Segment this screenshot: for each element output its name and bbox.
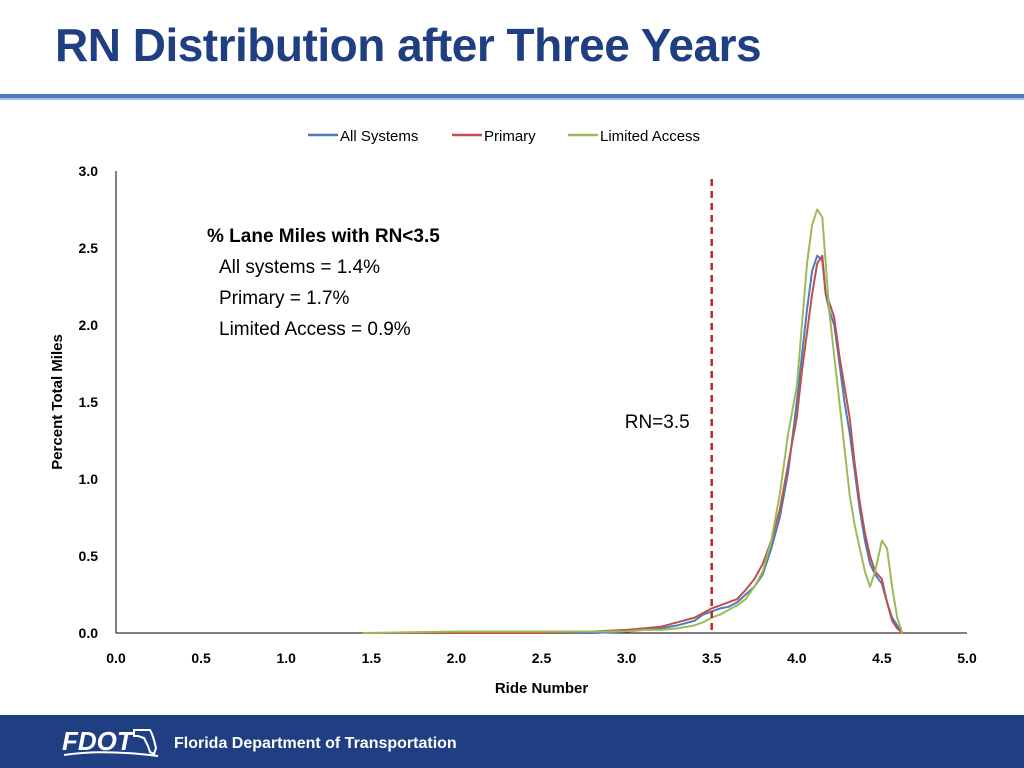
x-tick-label: 3.5 bbox=[702, 650, 722, 666]
x-tick-label: 0.0 bbox=[106, 650, 126, 666]
y-tick-label: 2.5 bbox=[79, 240, 99, 256]
threshold-label: RN=3.5 bbox=[625, 412, 690, 433]
annotation-heading: % Lane Miles with RN<3.5 bbox=[207, 226, 440, 247]
legend-label-0: All Systems bbox=[340, 128, 418, 145]
legend-label-1: Primary bbox=[484, 128, 536, 145]
x-tick-label: 3.0 bbox=[617, 650, 637, 666]
footer-organization-name: Florida Department of Transportation bbox=[174, 735, 457, 752]
annotation-line: Limited Access = 0.9% bbox=[219, 319, 411, 340]
x-tick-label: 4.5 bbox=[872, 650, 892, 666]
logo-swoosh bbox=[63, 751, 159, 757]
rn-distribution-chart: 0.0 0.5 1.0 1.5 2.0 2.5 3.0 0.0 0.5 1.0 1.5 2.0 2.5 3… bbox=[49, 128, 977, 697]
fdot-logo-text: FDOT bbox=[62, 726, 135, 756]
series-line-1 bbox=[362, 254, 903, 634]
y-tick-label: 2.0 bbox=[79, 317, 99, 333]
legend-label-2: Limited Access bbox=[600, 128, 700, 145]
series-line-0 bbox=[362, 254, 904, 634]
annotation-line: All systems = 1.4% bbox=[219, 257, 380, 278]
annotation-line: Primary = 1.7% bbox=[219, 288, 350, 309]
y-tick-label: 1.5 bbox=[79, 394, 99, 410]
x-tick-label: 4.0 bbox=[787, 650, 807, 666]
florida-state-icon bbox=[133, 729, 158, 756]
series-line-2 bbox=[362, 208, 904, 634]
x-tick-label: 1.0 bbox=[276, 650, 296, 666]
y-tick-label: 3.0 bbox=[79, 163, 99, 179]
footer-bar: FDOT Florida Department of Transportatio… bbox=[0, 715, 1024, 768]
y-tick-label: 0.0 bbox=[79, 625, 99, 641]
x-tick-label: 5.0 bbox=[957, 650, 977, 666]
y-axis-title: Percent Total Miles bbox=[49, 334, 66, 470]
title-divider bbox=[0, 94, 1024, 98]
x-tick-label: 2.5 bbox=[532, 650, 552, 666]
y-tick-label: 0.5 bbox=[79, 548, 99, 564]
y-tick-label: 1.0 bbox=[79, 471, 99, 487]
x-axis-title: Ride Number bbox=[495, 680, 589, 697]
x-tick-label: 2.0 bbox=[447, 650, 467, 666]
slide-title: RN Distribution after Three Years bbox=[55, 19, 762, 71]
x-tick-label: 1.5 bbox=[362, 650, 382, 666]
x-tick-label: 0.5 bbox=[191, 650, 211, 666]
fdot-logo: FDOT bbox=[62, 726, 159, 757]
title-divider-accent bbox=[0, 98, 1024, 100]
